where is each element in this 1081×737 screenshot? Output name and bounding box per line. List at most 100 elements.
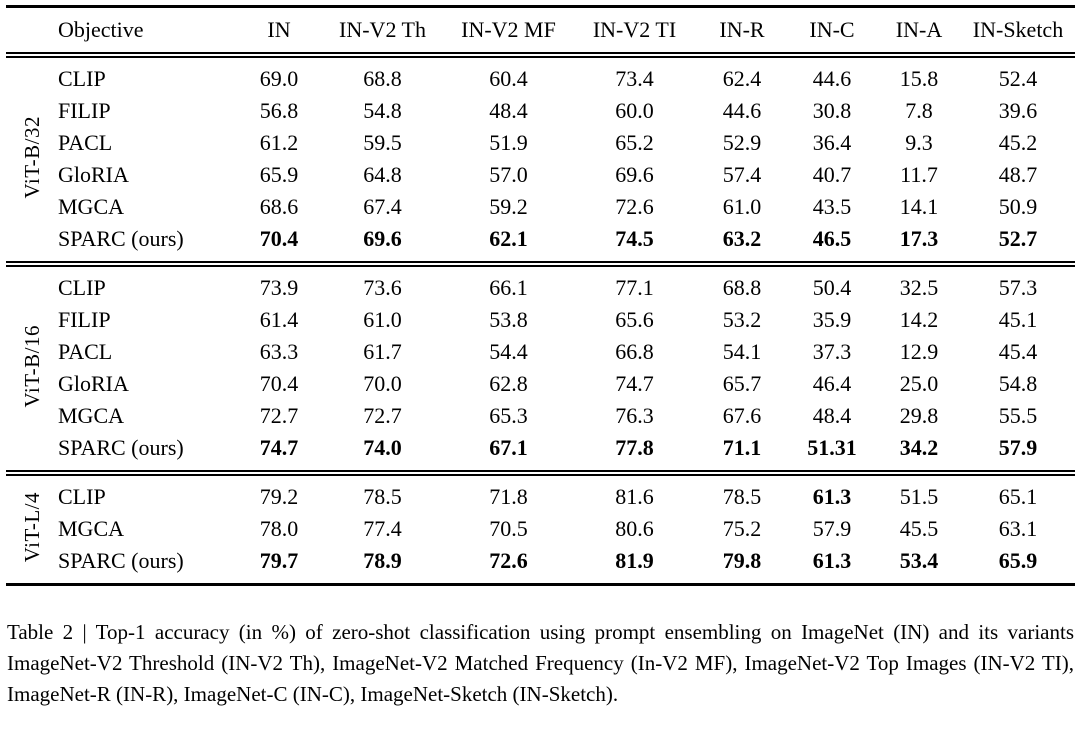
value-cell: 61.0	[722, 194, 762, 219]
value-cell: 62.1	[489, 226, 528, 251]
objective-cell: PACL	[58, 339, 113, 364]
group-label: ViT-B/16	[6, 264, 58, 473]
value-cell: 79.8	[722, 548, 762, 573]
value-cell: 52.7	[998, 226, 1038, 251]
value-cell: 35.9	[812, 307, 852, 332]
table-row: GloRIA 65.9 64.8 57.0 69.6 57.4 40.7 11.7 48.7	[6, 159, 1075, 191]
value-cell: 54.4	[489, 339, 528, 364]
value-cell: 51.31	[807, 435, 857, 460]
value-cell: 14.1	[899, 194, 939, 219]
value-cell: 59.2	[489, 194, 528, 219]
value-cell: 68.8	[722, 275, 762, 300]
group-label: ViT-L/4	[6, 473, 58, 585]
objective-cell: MGCA	[58, 516, 125, 541]
value-cell: 55.5	[998, 403, 1038, 428]
value-cell: 39.6	[998, 98, 1038, 123]
value-cell: 62.8	[489, 371, 528, 396]
value-cell: 50.4	[812, 275, 852, 300]
table-row: SPARC (ours) 74.7 74.0 67.1 77.8 71.1 51.31 34.…	[6, 432, 1075, 473]
column-header-in-v2-ti: IN-V2 TI	[572, 6, 697, 58]
objective-cell: CLIP	[58, 66, 106, 91]
value-cell: 54.8	[363, 98, 402, 123]
value-cell: 46.4	[812, 371, 852, 396]
value-cell: 43.5	[812, 194, 852, 219]
value-cell: 72.6	[615, 194, 654, 219]
value-cell: 50.9	[998, 194, 1038, 219]
table-row: SPARC (ours) 70.4 69.6 62.1 74.5 63.2 46.5 17.3…	[6, 223, 1075, 264]
value-cell: 60.0	[615, 98, 654, 123]
value-cell: 60.4	[489, 66, 528, 91]
value-cell: 61.3	[812, 548, 852, 573]
value-cell: 73.6	[363, 275, 402, 300]
value-cell: 72.6	[489, 548, 528, 573]
objective-cell: FILIP	[58, 98, 111, 123]
value-cell: 17.3	[899, 226, 939, 251]
group-label-text: ViT-L/4	[19, 491, 44, 563]
objective-cell: MGCA	[58, 403, 125, 428]
value-cell: 78.5	[363, 484, 402, 509]
value-cell: 64.8	[363, 162, 402, 187]
value-cell: 79.7	[259, 548, 299, 573]
objective-cell: SPARC (ours)	[58, 548, 184, 573]
value-cell: 65.9	[998, 548, 1038, 573]
value-cell: 52.9	[722, 130, 762, 155]
value-cell: 30.8	[812, 98, 852, 123]
table-row: FILIP 56.8 54.8 48.4 60.0 44.6 30.8 7.8 39.6	[6, 95, 1075, 127]
objective-cell: GloRIA	[58, 162, 129, 187]
value-cell: 32.5	[899, 275, 939, 300]
value-cell: 46.5	[812, 226, 852, 251]
group-label-text: ViT-B/16	[19, 324, 44, 408]
value-cell: 56.8	[259, 98, 299, 123]
value-cell: 61.0	[363, 307, 402, 332]
objective-cell: CLIP	[58, 484, 106, 509]
value-cell: 67.4	[363, 194, 402, 219]
value-cell: 66.8	[615, 339, 654, 364]
value-cell: 72.7	[259, 403, 299, 428]
value-cell: 65.2	[615, 130, 654, 155]
value-cell: 63.3	[259, 339, 299, 364]
value-cell: 80.6	[615, 516, 654, 541]
value-cell: 78.0	[259, 516, 299, 541]
value-cell: 59.5	[363, 130, 402, 155]
table-row: ViT-B/16 CLIP 73.9 73.6 66.1 77.1 68.8 50.4 32.5…	[6, 264, 1075, 407]
value-cell: 14.2	[899, 307, 939, 332]
value-cell: 73.9	[259, 275, 299, 300]
value-cell: 53.4	[899, 548, 939, 573]
value-cell: 45.1	[998, 307, 1038, 332]
value-cell: 65.7	[722, 371, 762, 396]
table-row: MGCA 68.6 67.4 59.2 72.6 61.0 43.5 14.1 50.9	[6, 191, 1075, 223]
value-cell: 36.4	[812, 130, 852, 155]
value-cell: 29.8	[899, 403, 939, 428]
value-cell: 11.7	[900, 162, 938, 187]
value-cell: 74.7	[615, 371, 654, 396]
value-cell: 75.2	[722, 516, 762, 541]
value-cell: 71.8	[489, 484, 528, 509]
value-cell: 70.5	[489, 516, 528, 541]
value-cell: 48.4	[489, 98, 528, 123]
column-header-in-a: IN-A	[877, 6, 961, 58]
value-cell: 61.3	[812, 484, 852, 509]
value-cell: 62.4	[722, 66, 762, 91]
value-cell: 72.7	[363, 403, 402, 428]
value-cell: 44.6	[812, 66, 852, 91]
value-cell: 77.4	[363, 516, 402, 541]
group-label: ViT-B/32	[6, 55, 58, 264]
value-cell: 48.4	[812, 403, 852, 428]
value-cell: 9.3	[905, 130, 933, 155]
objective-cell: GloRIA	[58, 371, 129, 396]
value-cell: 77.1	[615, 275, 654, 300]
value-cell: 57.9	[998, 435, 1038, 460]
value-cell: 15.8	[899, 66, 939, 91]
objective-cell: PACL	[58, 130, 113, 155]
value-cell: 51.9	[489, 130, 528, 155]
table-row: GloRIA 70.4 70.0 62.8 74.7 65.7 46.4 25.0 54.8	[6, 368, 1075, 400]
table-row: MGCA 78.0 77.4 70.5 80.6 75.2 57.9 45.5 63.1	[6, 513, 1075, 545]
value-cell: 63.1	[998, 516, 1038, 541]
table-caption: Table 2 | Top-1 accuracy (in %) of zero-…	[7, 620, 1074, 706]
table-row: PACL 61.2 59.5 51.9 65.2 52.9 36.4 9.3 45.2	[6, 127, 1075, 159]
value-cell: 70.0	[363, 371, 402, 396]
value-cell: 81.6	[615, 484, 654, 509]
value-cell: 7.8	[905, 98, 933, 123]
objective-cell: SPARC (ours)	[58, 435, 184, 460]
